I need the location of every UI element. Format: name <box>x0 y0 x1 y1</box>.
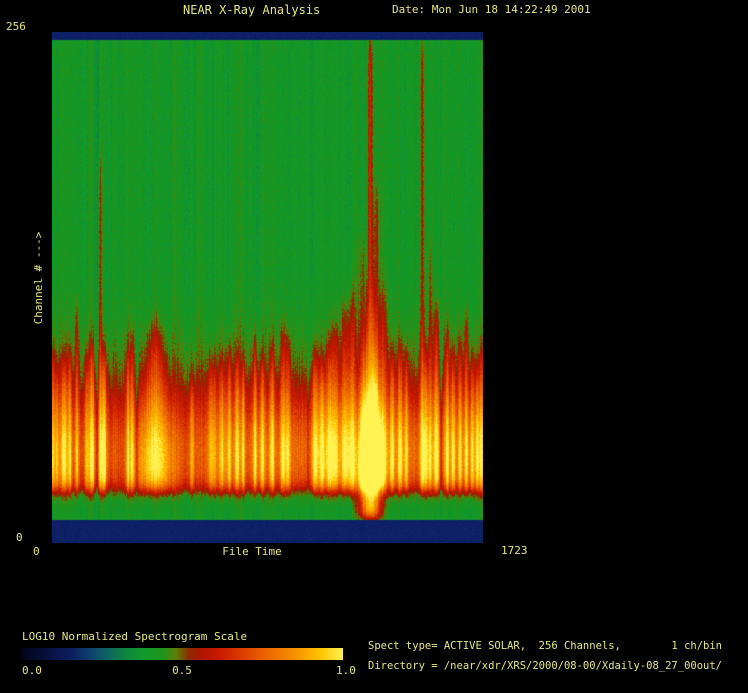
colorbar-gradient <box>22 648 343 660</box>
spect-type-line: Spect type= ACTIVE SOLAR, 256 Channels, … <box>368 640 723 652</box>
y-axis-title: Channel # ---> <box>32 231 45 325</box>
colorbar-title: LOG10 Normalized Spectrogram Scale <box>22 630 248 643</box>
header-date: Date: Mon Jun 18 14:22:49 2001 <box>392 3 591 16</box>
colorbar-tick-max: 1.0 <box>336 664 356 677</box>
x-axis-title: File Time <box>222 545 282 558</box>
y-axis-min-label: 0 <box>16 531 23 544</box>
page-title: NEAR X-Ray Analysis <box>183 3 321 17</box>
colorbar-tick-mid: 0.5 <box>172 664 192 677</box>
x-axis-max-label: 1723 <box>501 544 528 557</box>
spectrogram-heatmap <box>52 32 483 543</box>
x-axis-min-label: 0 <box>33 545 40 558</box>
colorbar-tick-min: 0.0 <box>22 664 42 677</box>
directory-line: Directory = /near/xdr/XRS/2000/08-00/Xda… <box>368 660 723 672</box>
y-axis-max-label: 256 <box>6 20 26 33</box>
